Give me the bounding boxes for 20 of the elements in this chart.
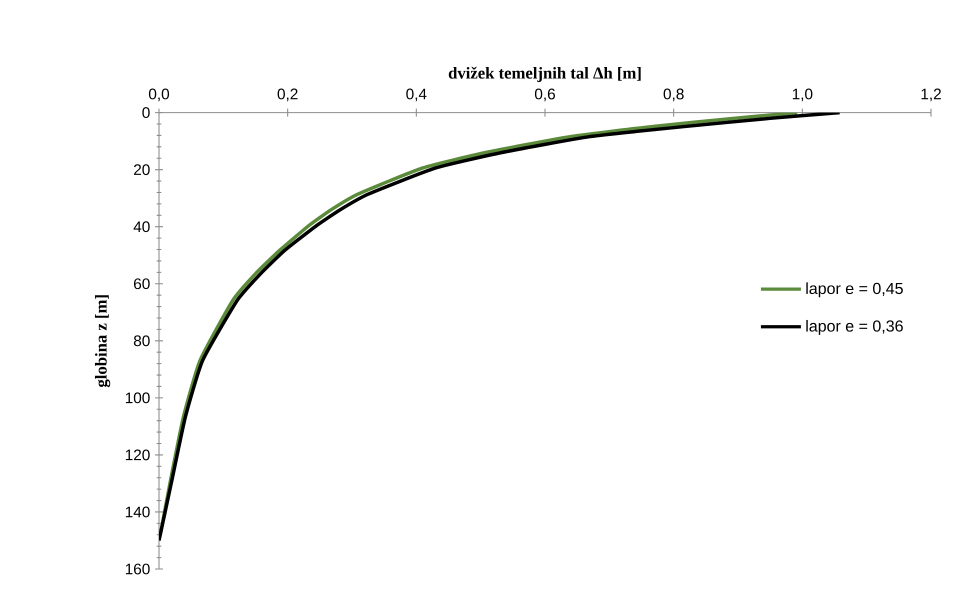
x-tick-label: 0,4 bbox=[406, 88, 427, 102]
y-tick-label: 80 bbox=[134, 335, 150, 346]
y-tick-label: 120 bbox=[126, 449, 150, 460]
x-tick-label: 1,0 bbox=[792, 88, 812, 102]
x-tick-label: 0,2 bbox=[278, 88, 298, 102]
y-tick-label: 60 bbox=[134, 278, 150, 290]
y-tick-label: 100 bbox=[126, 392, 150, 404]
y-tick-label: 160 bbox=[126, 564, 150, 574]
y-axis-title: globina z [m] bbox=[94, 295, 110, 388]
x-tick-label: 0,0 bbox=[148, 88, 170, 102]
x-tick-label: 0,6 bbox=[534, 88, 555, 102]
y-tick-label: 0 bbox=[142, 107, 150, 118]
y-tick-label: 40 bbox=[134, 221, 150, 232]
legend-label: lapor e = 0,36 bbox=[806, 320, 903, 335]
y-tick-label: 20 bbox=[134, 164, 150, 176]
x-tick-label: 1,2 bbox=[922, 88, 941, 102]
x-axis-title: dvižek temeljnih tal Δh [m] bbox=[448, 66, 641, 82]
y-tick-label: 140 bbox=[126, 506, 150, 518]
legend-label: lapor e = 0,45 bbox=[806, 282, 903, 298]
x-tick-label: 0,8 bbox=[664, 88, 684, 102]
